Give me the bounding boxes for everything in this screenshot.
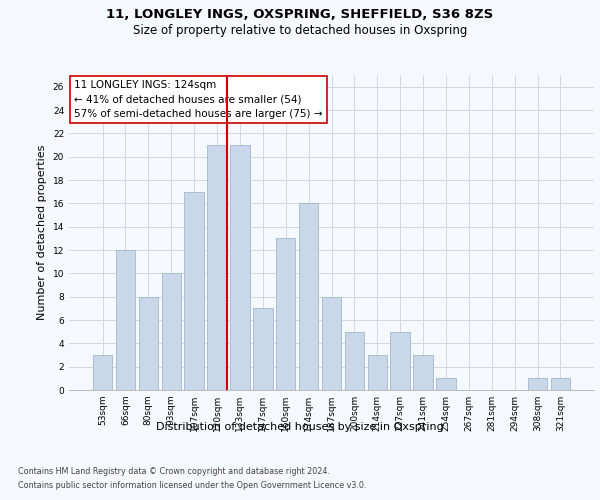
Text: Contains public sector information licensed under the Open Government Licence v3: Contains public sector information licen…: [18, 481, 367, 490]
Bar: [208, 145, 227, 390]
Bar: [93, 355, 112, 390]
Text: 11, LONGLEY INGS, OXSPRING, SHEFFIELD, S36 8ZS: 11, LONGLEY INGS, OXSPRING, SHEFFIELD, S…: [106, 8, 494, 20]
Text: Distribution of detached houses by size in Oxspring: Distribution of detached houses by size …: [156, 422, 444, 432]
Bar: [184, 192, 204, 390]
Y-axis label: Number of detached properties: Number of detached properties: [37, 145, 47, 320]
Bar: [322, 296, 341, 390]
Bar: [299, 204, 319, 390]
Bar: [551, 378, 570, 390]
Bar: [413, 355, 433, 390]
Bar: [116, 250, 135, 390]
Bar: [230, 145, 250, 390]
Text: Size of property relative to detached houses in Oxspring: Size of property relative to detached ho…: [133, 24, 467, 37]
Bar: [253, 308, 272, 390]
Bar: [161, 274, 181, 390]
Bar: [344, 332, 364, 390]
Bar: [528, 378, 547, 390]
Bar: [368, 355, 387, 390]
Bar: [391, 332, 410, 390]
Text: Contains HM Land Registry data © Crown copyright and database right 2024.: Contains HM Land Registry data © Crown c…: [18, 468, 330, 476]
Bar: [276, 238, 295, 390]
Bar: [139, 296, 158, 390]
Text: 11 LONGLEY INGS: 124sqm
← 41% of detached houses are smaller (54)
57% of semi-de: 11 LONGLEY INGS: 124sqm ← 41% of detache…: [74, 80, 323, 120]
Bar: [436, 378, 455, 390]
